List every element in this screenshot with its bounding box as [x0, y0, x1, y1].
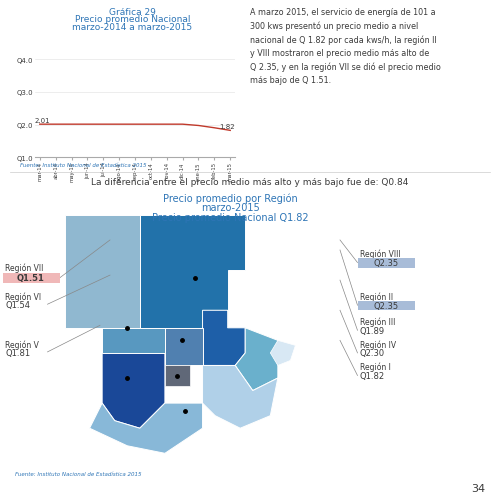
Text: Región III: Región III — [360, 317, 396, 327]
Text: Q1.51: Q1.51 — [17, 274, 45, 283]
Text: Precio promedio Nacional: Precio promedio Nacional — [75, 15, 190, 24]
Text: 2.01: 2.01 — [35, 117, 50, 123]
Polygon shape — [165, 328, 202, 366]
Polygon shape — [140, 215, 245, 328]
Text: La diferencia entre el precio medio más alto y más bajo fue de: Q0.84: La diferencia entre el precio medio más … — [92, 178, 408, 187]
Polygon shape — [235, 328, 278, 391]
Text: Q2.35: Q2.35 — [374, 302, 398, 311]
Text: Región I: Región I — [360, 362, 391, 372]
Text: Gráfica 29: Gráfica 29 — [109, 8, 156, 17]
Text: Q1.54: Q1.54 — [5, 301, 30, 310]
Text: Q2.30: Q2.30 — [360, 349, 385, 358]
Text: Q2.35: Q2.35 — [374, 259, 398, 268]
Polygon shape — [102, 353, 165, 428]
Text: Fuente: Instituto Nacional de Estadística 2015: Fuente: Instituto Nacional de Estadístic… — [20, 163, 146, 168]
Polygon shape — [90, 403, 202, 453]
Text: Q1.81: Q1.81 — [5, 348, 30, 357]
Text: Fuente: Instituto Nacional de Estadística 2015: Fuente: Instituto Nacional de Estadístic… — [15, 471, 142, 476]
Text: Precio promedio Nacional Q1.82: Precio promedio Nacional Q1.82 — [152, 212, 308, 222]
Text: Región V: Región V — [5, 340, 39, 349]
Text: A marzo 2015, el servicio de energía de 101 a
300 kws presentó un precio medio a: A marzo 2015, el servicio de energía de … — [250, 8, 441, 85]
Text: Región II: Región II — [360, 292, 393, 302]
Text: 34: 34 — [471, 483, 485, 493]
Text: Región VIII: Región VIII — [360, 248, 401, 258]
Text: Q1.89: Q1.89 — [360, 326, 385, 335]
Text: Región VI: Región VI — [5, 292, 41, 302]
Text: Precio promedio por Región: Precio promedio por Región — [162, 193, 298, 203]
Polygon shape — [202, 311, 245, 366]
Text: marzo-2014 a marzo-2015: marzo-2014 a marzo-2015 — [72, 23, 192, 32]
Polygon shape — [270, 341, 295, 366]
Polygon shape — [64, 215, 140, 328]
Text: 1.82: 1.82 — [220, 123, 235, 129]
Polygon shape — [202, 366, 278, 428]
Text: Región VII: Región VII — [5, 263, 44, 272]
Text: marzo-2015: marzo-2015 — [200, 202, 260, 212]
Text: Región IV: Región IV — [360, 340, 396, 349]
Polygon shape — [165, 366, 190, 386]
Polygon shape — [202, 311, 228, 328]
Text: Q1.82: Q1.82 — [360, 371, 385, 380]
Polygon shape — [102, 303, 165, 353]
